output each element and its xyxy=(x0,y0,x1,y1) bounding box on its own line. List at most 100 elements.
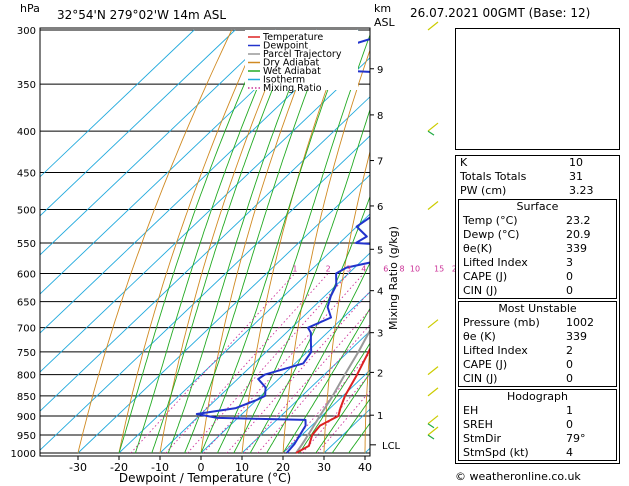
km-tick-label: 3 xyxy=(377,329,383,340)
row-key: StmDir xyxy=(463,432,502,445)
wet-adiabat-line xyxy=(315,372,370,454)
wet-adiabat-line xyxy=(134,29,283,454)
pressure-tick-label: 650 xyxy=(17,298,36,309)
pressure-tick-label: 850 xyxy=(17,392,36,403)
pressure-tick-label: 950 xyxy=(17,431,36,442)
wind-barb xyxy=(427,415,439,425)
table-row: CIN (J) 0 xyxy=(459,372,616,386)
table-row: SREH 0 xyxy=(459,418,616,432)
row-value: 0 xyxy=(566,358,573,371)
mixing-ratio-label: 1 xyxy=(292,265,297,274)
mixing-ratio-line xyxy=(257,323,370,454)
surface-title: Surface xyxy=(516,200,559,213)
x-axis-title: Dewpoint / Temperature (°C) xyxy=(119,471,291,485)
x-tick-label: 20 xyxy=(276,461,290,474)
km-tick-label: 1 xyxy=(377,411,383,422)
table-row: EH 1 xyxy=(459,404,616,418)
asl-label: ASL xyxy=(374,16,396,29)
row-key: CIN (J) xyxy=(463,372,498,385)
row-key: SREH xyxy=(463,418,493,431)
isotherm-line xyxy=(200,291,370,454)
isotherm-line xyxy=(241,330,370,454)
x-tick-label: 40 xyxy=(358,461,372,474)
row-value: 0 xyxy=(566,418,573,431)
dry-adiabat-line xyxy=(364,343,370,453)
wind-barb xyxy=(427,426,439,436)
dry-adiabat-line xyxy=(282,48,370,454)
isotherm-line xyxy=(40,29,195,178)
row-value: 339 xyxy=(566,242,587,255)
mixing-ratio-line xyxy=(243,309,370,454)
hodograph-panel xyxy=(455,28,620,150)
row-value: 0 xyxy=(566,372,573,385)
row-key: Dewp (°C) xyxy=(463,228,520,241)
legend-entry: Dry Adiabat xyxy=(263,58,320,69)
row-key: θe(K) xyxy=(463,242,493,255)
pressure-tick-label: 750 xyxy=(17,348,36,359)
table-row: Lifted Index 2 xyxy=(459,344,616,358)
row-key: Pressure (mb) xyxy=(463,316,540,329)
row-value: 1002 xyxy=(566,316,594,329)
legend-entry: Parcel Trajectory xyxy=(263,49,342,60)
row-value: 3 xyxy=(566,256,573,269)
x-tick-label: 0 xyxy=(198,461,205,474)
table-row: Pressure (mb) 1002 xyxy=(459,316,616,330)
isotherm-line xyxy=(40,29,277,256)
wind-barbs xyxy=(427,21,439,440)
isotherm-line xyxy=(159,252,370,454)
pressure-tick-label: 550 xyxy=(17,239,36,250)
mixing-ratio-axis-title: Mixing Ratio (g/kg) xyxy=(387,226,400,330)
km-tick-label: 7 xyxy=(377,157,383,168)
isotherm-line xyxy=(40,135,370,451)
isotherm-line xyxy=(40,57,370,373)
table-row: θe(K) 339 xyxy=(459,242,616,256)
parcel-trajectory-line xyxy=(295,328,370,454)
mixing-ratio-label: 3 xyxy=(346,265,351,274)
row-value: 10 xyxy=(569,156,583,169)
isotherm-line xyxy=(40,29,318,295)
dry-adiabat-line xyxy=(118,29,262,454)
mixing-ratio-line xyxy=(203,273,365,454)
wind-barb xyxy=(427,319,439,329)
isotherm-line xyxy=(40,96,370,412)
wind-barb xyxy=(427,434,435,440)
km-tick-label: 6 xyxy=(377,202,383,213)
km-tick-label: 2 xyxy=(377,368,383,379)
row-key: Lifted Index xyxy=(463,344,528,357)
wind-barb xyxy=(427,387,439,397)
wind-barb xyxy=(427,130,435,136)
km-tick-label: 9 xyxy=(377,65,383,76)
km-label: km xyxy=(374,2,391,15)
plot-frame xyxy=(39,27,371,457)
legend-entry: Dewpoint xyxy=(263,41,308,52)
row-value: 31 xyxy=(569,170,583,183)
mixing-ratio-label: 15 xyxy=(434,265,444,274)
pressure-tick-label: 700 xyxy=(17,324,36,335)
wet-adiabat-line xyxy=(282,307,370,454)
dry-adiabat-line xyxy=(241,29,349,454)
most-unstable-box: Most Unstable Pressure (mb) 1002 θe (K) 339… xyxy=(458,301,617,387)
indices-table: K 10 Totals Totals 31 PW (cm) 3.23 Surface Te… xyxy=(455,155,620,464)
pressure-tick-label: 600 xyxy=(17,270,36,281)
wet-adiabat-line xyxy=(216,33,370,454)
row-value: 4 xyxy=(566,446,573,459)
dewpoint-line xyxy=(195,38,370,454)
legend-entry: Mixing Ratio xyxy=(263,83,322,94)
row-key: Totals Totals xyxy=(460,170,527,183)
row-value: 1 xyxy=(566,404,573,417)
x-tick-label: -20 xyxy=(110,461,128,474)
pressure-tick-label: 1000 xyxy=(11,449,36,460)
row-value: 339 xyxy=(566,330,587,343)
row-value: 0 xyxy=(566,270,573,283)
table-row: CAPE (J) 0 xyxy=(459,358,616,372)
mixing-ratio-line xyxy=(226,290,370,454)
row-value: 23.2 xyxy=(566,214,591,227)
mixing-ratio-label: 4 xyxy=(361,265,366,274)
row-key: Lifted Index xyxy=(463,256,528,269)
wet-adiabat-line xyxy=(167,29,314,454)
most-unstable-title: Most Unstable xyxy=(498,302,577,315)
mixing-ratio-label: 8 xyxy=(400,265,405,274)
table-row: Dewp (°C) 20.9 xyxy=(459,228,616,242)
